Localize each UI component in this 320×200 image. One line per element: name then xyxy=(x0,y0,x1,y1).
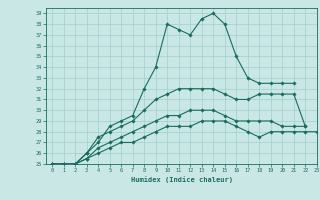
X-axis label: Humidex (Indice chaleur): Humidex (Indice chaleur) xyxy=(131,176,233,183)
